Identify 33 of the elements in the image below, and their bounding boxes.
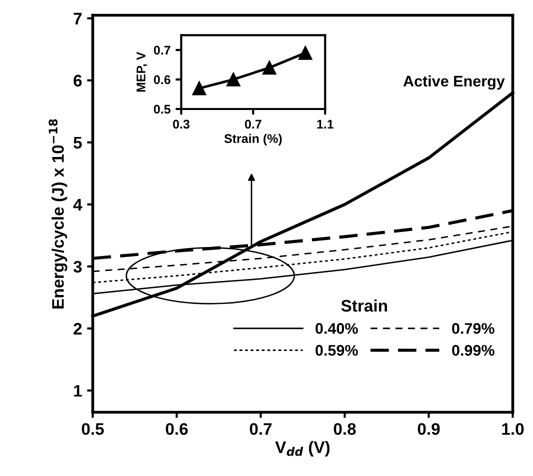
y-tick-label: 5 (74, 136, 82, 149)
point (192, 81, 206, 96)
x-tick-label: 0.5 (82, 423, 104, 435)
x-tick-label: 0.6 (166, 423, 188, 435)
y-tick-label: 1 (74, 385, 82, 397)
legend-label: 0.79% (452, 323, 494, 334)
y-tick-label: 0.5 (154, 104, 170, 114)
x-tick-label: 1.0 (502, 423, 524, 435)
y-axis-title: Energy/cycle (J) x 10$^{−18}$ (48, 119, 68, 308)
point (298, 46, 312, 60)
x-tick-label: 0.7 (244, 120, 262, 129)
x-tick-label: 0.8 (334, 423, 356, 435)
legend-label: 0.99% (452, 344, 494, 356)
y-tick-label: 7 (74, 12, 82, 24)
y-tick-label: 4 (73, 198, 82, 210)
y-tick-label: 2 (74, 322, 82, 335)
legend-label: 0.40% (316, 323, 358, 334)
y-tick-label: 0.7 (154, 46, 170, 55)
point (226, 72, 240, 86)
y-tick-label: 0.6 (154, 75, 170, 84)
x-axis-title: Strain (%) (224, 134, 282, 146)
x-tick-label: 0.7 (250, 423, 272, 435)
y-tick-label: 3 (73, 260, 82, 273)
x-tick-label: 0.9 (418, 423, 440, 435)
y-axis-title: MEP, V (136, 52, 148, 92)
series-label: Active Energy (403, 75, 505, 90)
legend-label: 0.59% (316, 344, 358, 356)
y-tick-label: 6 (74, 74, 82, 87)
legend-title: Strain (341, 299, 387, 312)
point (262, 60, 276, 75)
x-tick-label: 0.3 (173, 120, 190, 129)
x-tick-label: 1.1 (317, 120, 334, 128)
x-axis-title: V$_{dd}$ (V) (275, 440, 330, 456)
